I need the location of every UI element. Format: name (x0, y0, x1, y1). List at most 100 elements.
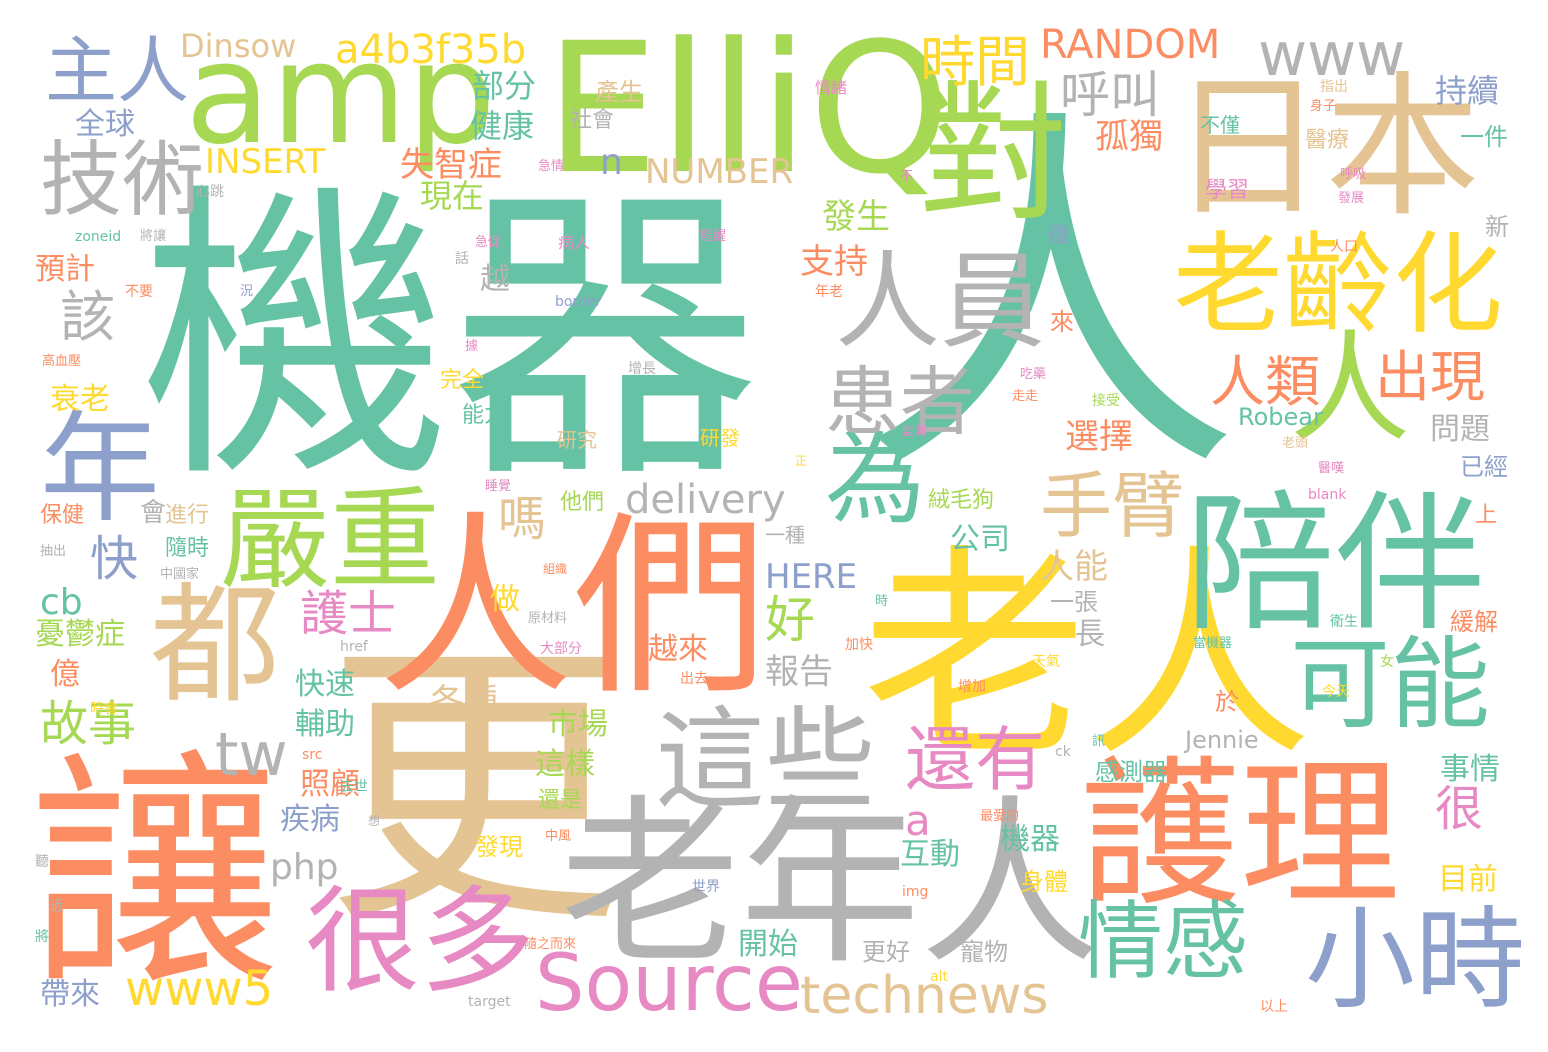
cloud-word: www (1258, 20, 1406, 90)
cloud-word: 身體 (1020, 868, 1068, 896)
cloud-word: 訊 (1092, 734, 1106, 749)
cloud-word: 吃藥 (1020, 367, 1047, 382)
cloud-word: NUMBER (645, 152, 794, 192)
cloud-word: 產生 (595, 78, 643, 106)
cloud-word: 指出 (1320, 79, 1348, 95)
cloud-word: 持續 (1435, 72, 1500, 110)
cloud-word: n (600, 142, 623, 183)
cloud-word: 緩解 (1450, 608, 1498, 636)
cloud-word: HERE (765, 557, 858, 597)
cloud-word: 新 (1485, 213, 1509, 241)
cloud-word: 況 (240, 284, 254, 299)
cloud-word: 市場 (548, 707, 608, 742)
cloud-word: ElliQ (545, 5, 951, 214)
cloud-word: a4b3f35b (335, 27, 527, 73)
cloud-word: 能力 (462, 403, 507, 428)
cloud-word: 天氣 (1032, 654, 1060, 670)
cloud-word: 已經 (1460, 453, 1508, 481)
cloud-word: 老頭 (1282, 436, 1309, 451)
cloud-word: 接受 (1092, 393, 1120, 409)
cloud-word: 公司 (950, 522, 1010, 557)
cloud-word: 抽出 (40, 544, 67, 559)
cloud-word: 患者 (825, 358, 976, 446)
cloud-word: 研發 (700, 426, 740, 450)
cloud-word: 一種 (765, 523, 805, 547)
cloud-word: 醒醒 (700, 229, 727, 244)
cloud-word: 完全 (440, 368, 485, 393)
cloud-word: 情感 (1078, 893, 1249, 992)
cloud-word: 監測 (902, 424, 927, 438)
cloud-word: a (905, 796, 931, 845)
cloud-word: href (340, 639, 368, 655)
cloud-word: 年老 (815, 284, 843, 300)
cloud-word: 研究 (557, 428, 597, 452)
cloud-word: 據 (465, 339, 479, 354)
cloud-word: blank (1308, 487, 1347, 503)
cloud-word: 發生 (822, 197, 890, 237)
cloud-word: 讓 (30, 729, 280, 1020)
cloud-word: 組織 (543, 562, 568, 576)
cloud-word: 醫療 (1305, 128, 1350, 153)
cloud-word: 失智症 (400, 145, 502, 185)
cloud-word: 都 (150, 569, 281, 721)
cloud-word: 帶來 (40, 977, 100, 1012)
cloud-word: 人員 (835, 241, 1046, 363)
cloud-word: 不要 (125, 284, 153, 300)
cloud-word: Dinsow (180, 27, 297, 65)
cloud-word: 孤獨 (1095, 117, 1163, 157)
cloud-word: 人 (860, 78, 1240, 521)
cloud-word: 出去 (680, 671, 708, 687)
cloud-word: 急促 (475, 235, 502, 250)
cloud-word: 發現 (475, 833, 523, 861)
cloud-word: 女 (1380, 654, 1394, 670)
cloud-word: 出現 (1375, 345, 1486, 409)
cloud-word: Robear (1238, 403, 1323, 431)
cloud-word: 人口 (1330, 239, 1358, 255)
cloud-word: 機器 (1000, 822, 1060, 857)
cloud-word: 還是 (538, 788, 583, 813)
cloud-word: 醫嘆 (1318, 461, 1345, 476)
cloud-word: 老齡化 (1173, 221, 1503, 349)
cloud-word: 隨之而來 (524, 937, 577, 952)
cloud-word: 很多 (305, 875, 536, 1009)
cloud-word: 增長 (628, 361, 656, 377)
cloud-word: 以上 (1260, 999, 1288, 1015)
cloud-word: 時間 (920, 30, 1031, 94)
cloud-word: 開始 (738, 927, 798, 962)
cloud-word: 世界 (692, 879, 720, 895)
cloud-word: 人們 (378, 494, 768, 721)
cloud-word: 更 (325, 615, 625, 964)
cloud-word: 中風 (545, 829, 572, 844)
cloud-word: 正 (795, 454, 808, 468)
cloud-word: 當機器 (1193, 636, 1233, 651)
cloud-word: RANDOM (1040, 22, 1221, 68)
cloud-word: 目前 (1438, 862, 1498, 897)
cloud-word: 問題 (1430, 412, 1490, 447)
cloud-word: 護士 (300, 586, 397, 642)
cloud-word: 時 (875, 594, 889, 609)
cloud-word: 憂鬱症 (35, 617, 125, 652)
cloud-word: 加快 (845, 637, 873, 653)
cloud-word: 增加 (958, 679, 986, 695)
cloud-word: img (902, 884, 929, 900)
cloud-word: tw (215, 720, 288, 790)
cloud-word: 老人 (862, 526, 1312, 788)
cloud-word: 聽 (35, 854, 49, 870)
cloud-word: 照顧 (300, 767, 360, 802)
cloud-word: 做 (490, 582, 520, 617)
cloud-word: 一件 (1460, 123, 1508, 151)
cloud-word: 今天 (1322, 684, 1350, 700)
cloud-word: 老年人 (560, 780, 1101, 989)
cloud-word: 話 (455, 251, 469, 267)
cloud-word: 這些 (655, 696, 875, 824)
cloud-word: 快速 (295, 667, 355, 702)
cloud-word: 支持 (800, 242, 868, 282)
cloud-word: 報告 (765, 652, 833, 692)
cloud-word: 各種 (430, 682, 498, 722)
cloud-word: technews (800, 966, 1049, 1026)
cloud-word: cb (40, 582, 83, 623)
cloud-word: 預計 (35, 252, 95, 287)
cloud-word: 快 (90, 531, 139, 587)
cloud-word: Source (535, 939, 803, 1029)
